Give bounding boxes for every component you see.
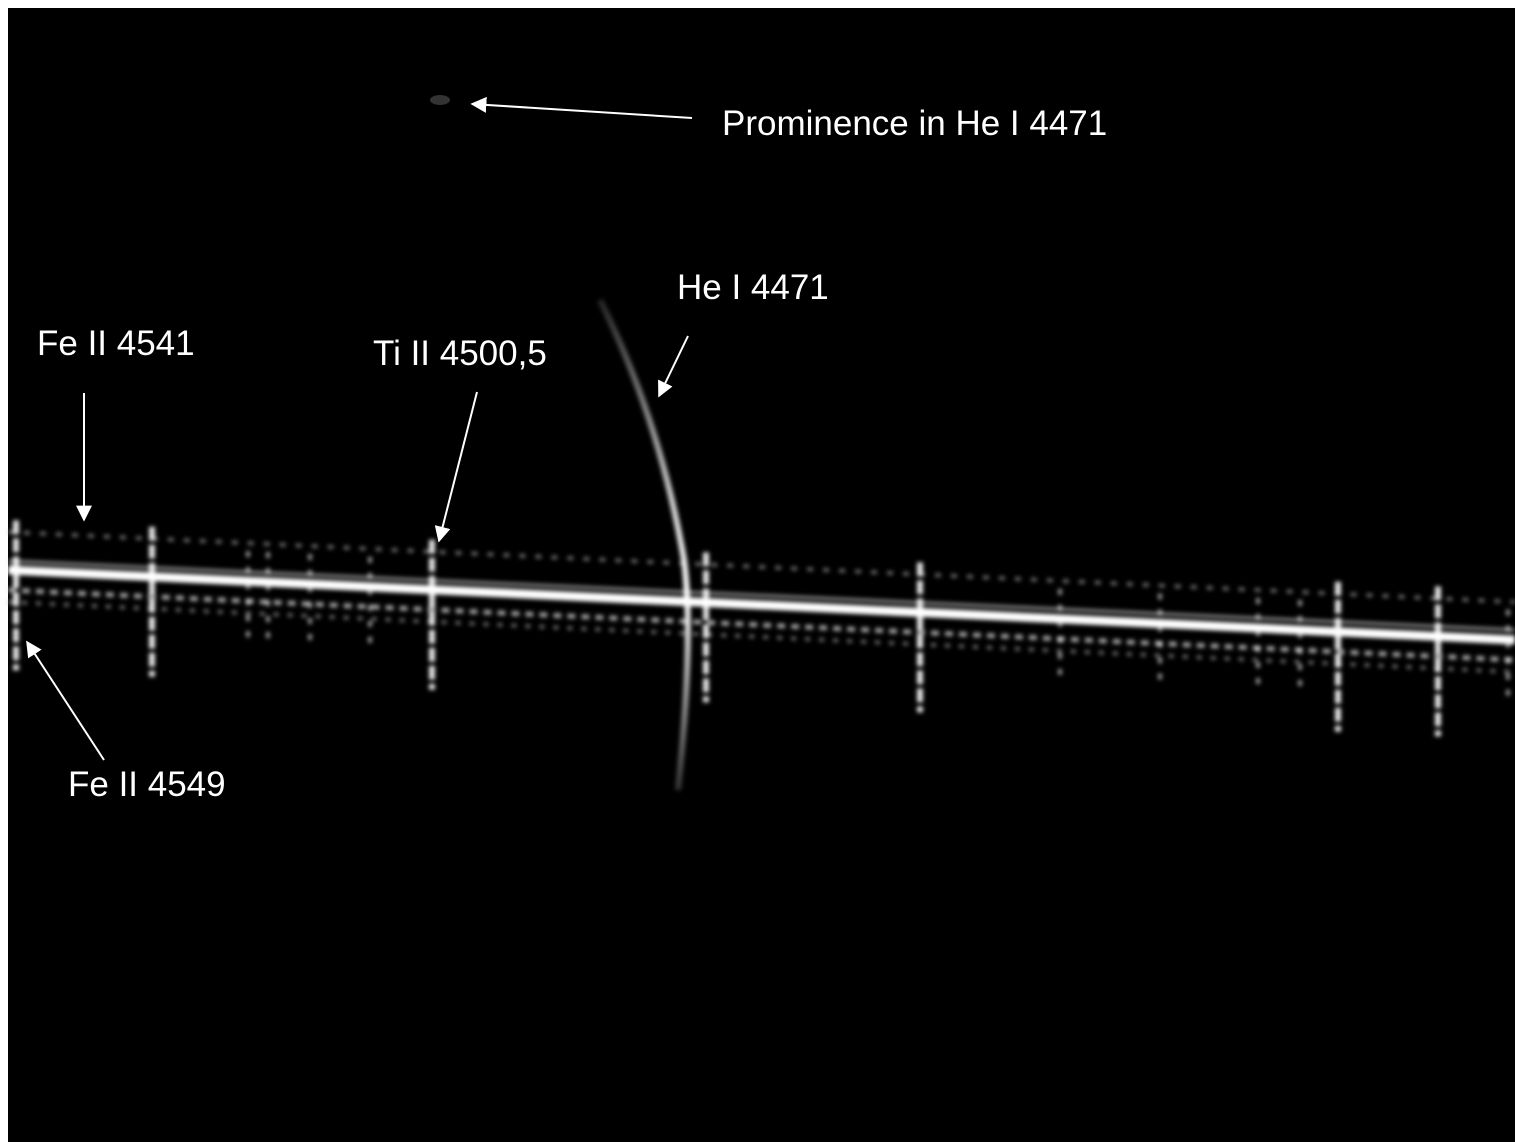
label: Fe II 4549 (68, 765, 226, 804)
label: Ti II 4500,5 (373, 334, 547, 373)
page: Prominence in He I 4471 He I 4471 Fe II … (0, 0, 1515, 1142)
spectrum-image: Prominence in He I 4471 He I 4471 Fe II … (0, 0, 1515, 1142)
label: Prominence in He I 4471 (722, 104, 1107, 143)
background (8, 8, 1515, 1142)
prominence (430, 95, 450, 105)
label: He I 4471 (677, 268, 829, 307)
label: Fe II 4541 (37, 324, 195, 363)
